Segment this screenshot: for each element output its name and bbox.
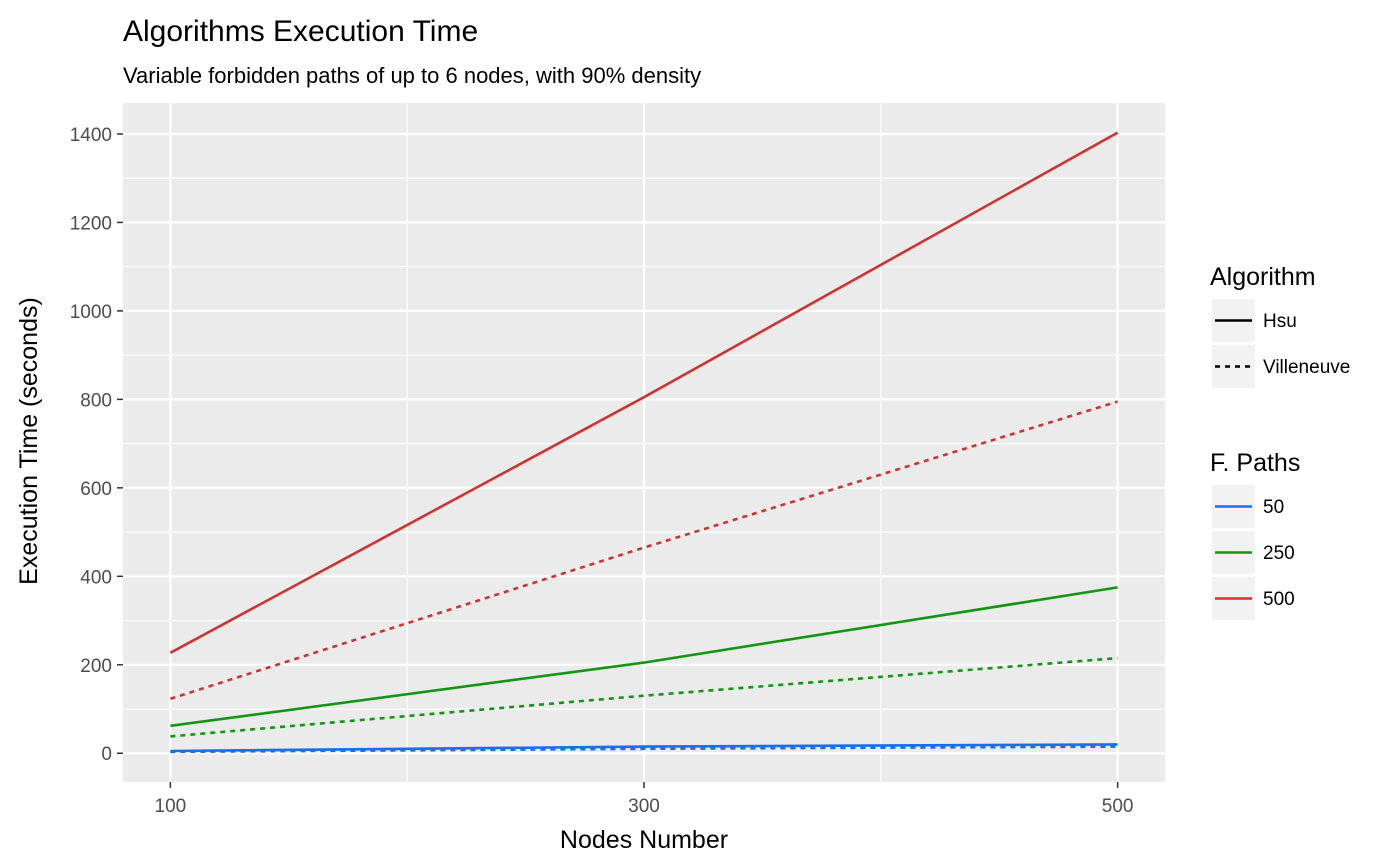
y-axis-title: Execution Time (seconds) (15, 297, 43, 585)
legend-algorithm-entries: Hsu Villeneuve (1212, 299, 1350, 388)
major-gridlines (123, 103, 1165, 782)
legend-title-algorithm: Algorithm (1210, 263, 1316, 291)
x-tick-label: 500 (1102, 796, 1134, 817)
series-lines (169, 131, 1119, 754)
y-tick-label: 1000 (70, 302, 112, 323)
y-tick-label: 0 (101, 744, 112, 765)
series-line-hsu-250 (170, 586, 1118, 728)
legend-label: Villeneuve (1263, 357, 1350, 378)
series-line-hsu-50 (170, 743, 1118, 753)
series-line-villeneuve-50 (170, 745, 1118, 754)
y-tick-label: 400 (80, 567, 112, 588)
y-tick-label: 600 (80, 479, 112, 500)
legend-label: 50 (1263, 497, 1284, 518)
legend-label: 500 (1263, 589, 1295, 610)
legend-title-paths: F. Paths (1210, 449, 1300, 477)
chart-title: Algorithms Execution Time (123, 15, 478, 48)
y-tick-label: 1400 (70, 125, 112, 146)
legend-label: Hsu (1263, 311, 1297, 332)
legend-label: 250 (1263, 543, 1295, 564)
x-tick-label: 300 (628, 796, 660, 817)
x-axis-title: Nodes Number (560, 826, 728, 854)
tick-labels: 100 300 500 0 200 400 600 800 1000 1200 1400 (70, 125, 1134, 817)
axis-ticks (117, 133, 1119, 788)
series-line-villeneuve-250 (170, 656, 1118, 738)
legend-paths-entries: 50 250 500 (1212, 485, 1295, 620)
chart-subtitle: Variable forbidden paths of up to 6 node… (123, 63, 701, 88)
y-tick-label: 800 (80, 390, 112, 411)
y-tick-label: 1200 (70, 213, 112, 234)
series-line-hsu-500 (169, 131, 1119, 654)
y-tick-label: 200 (80, 656, 112, 677)
x-tick-label: 100 (155, 796, 187, 817)
